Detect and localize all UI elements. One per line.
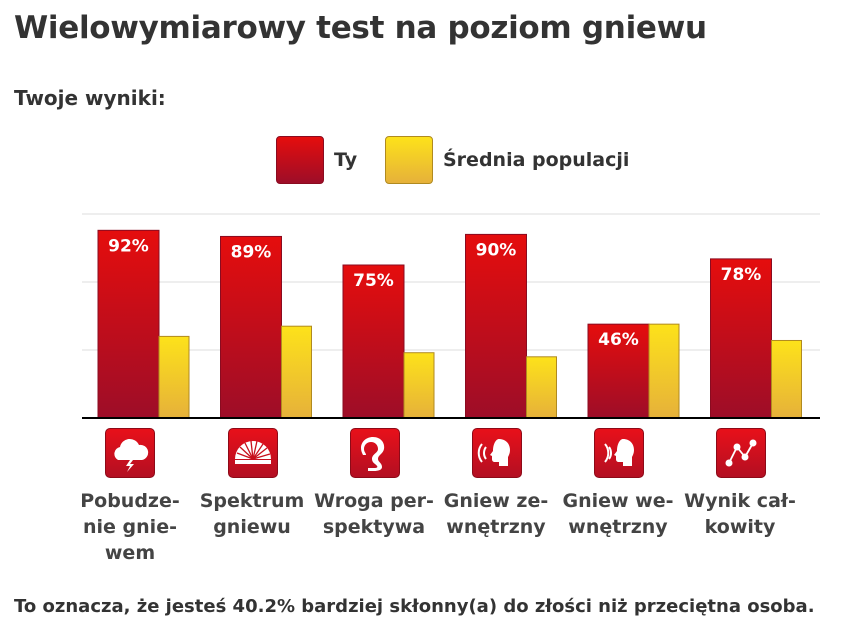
category-label: Wroga per-spektywa [314, 490, 434, 538]
bar-you [710, 258, 772, 419]
bar-chart: 92% 89% 75% 90% 46% 78% [82, 213, 820, 419]
shouting-head-icon [472, 428, 522, 478]
legend-swatch-you [276, 136, 324, 184]
bar-population [771, 339, 802, 419]
results-subtitle: Twoje wyniki: [14, 86, 166, 110]
legend-swatch-population [385, 136, 433, 184]
category-label: Gniew ze-wnętrzny [443, 490, 549, 538]
bar-you [342, 264, 405, 419]
legend-item-you: Ty [276, 135, 357, 185]
bar-population [526, 356, 557, 419]
bar-value-label: 75% [353, 271, 394, 291]
category-label: Spektrum gniewu [199, 490, 305, 538]
bar-you [465, 233, 527, 419]
bar-value-label: 90% [476, 240, 517, 260]
bar-population [403, 352, 435, 419]
bar-you [97, 229, 160, 419]
category-label: Wynik cał-kowity [684, 490, 796, 538]
bar-value-label: 46% [598, 330, 639, 350]
legend-label-population: Średnia populacji [443, 149, 630, 171]
category-label: Gniew we-wnętrzny [562, 490, 674, 538]
network-nodes-icon [716, 428, 766, 478]
legend-item-population: Średnia populacji [385, 135, 629, 185]
bar-you [220, 235, 282, 419]
legend-label-you: Ty [334, 149, 358, 171]
bar-population [648, 323, 680, 419]
bar-population [158, 335, 190, 419]
bar-value-label: 92% [108, 236, 149, 256]
bar-value-label: 89% [231, 242, 272, 262]
category-label: Pobudze-nie gnie-wem [80, 490, 180, 564]
page-title: Wielowymiarowy test na poziom gniewu [14, 10, 707, 46]
bar-value-label: 78% [721, 265, 762, 285]
bar-population [281, 325, 312, 419]
listening-head-icon [594, 428, 644, 478]
summary-text: To oznacza, że jesteś 40.2% bardziej skł… [14, 596, 815, 617]
cobra-icon [350, 428, 400, 478]
fan-spectrum-icon [228, 428, 278, 478]
storm-cloud-icon [105, 428, 155, 478]
